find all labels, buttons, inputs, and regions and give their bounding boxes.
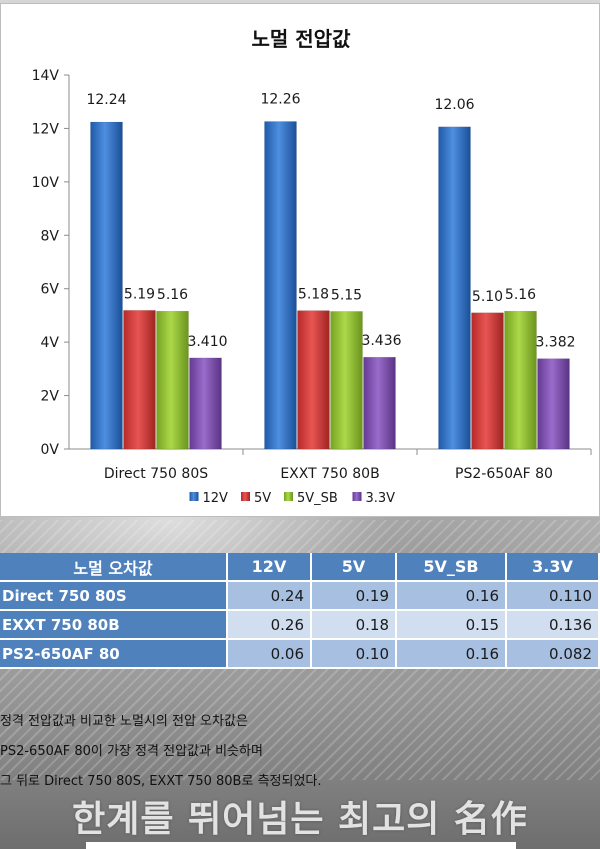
x-tick-label: Direct 750 80S bbox=[104, 466, 208, 482]
table-header-title: 노멀 오차값 bbox=[0, 553, 228, 582]
table-cell: 0.26 bbox=[228, 611, 312, 640]
data-label: 5.18 bbox=[298, 287, 329, 303]
legend-swatch bbox=[284, 492, 293, 501]
bar-3-3v bbox=[189, 357, 222, 450]
y-tick-label: 6V bbox=[41, 282, 60, 298]
data-label: 5.15 bbox=[331, 287, 362, 303]
table-cell: 0.136 bbox=[507, 611, 600, 640]
table-cell: 0.10 bbox=[312, 640, 397, 669]
data-label: 12.26 bbox=[260, 91, 300, 107]
data-label: 12.06 bbox=[434, 97, 474, 113]
bottom-strip bbox=[86, 842, 516, 849]
table-header-12v: 12V bbox=[228, 553, 312, 582]
row-label: Direct 750 80S bbox=[0, 582, 228, 611]
x-tick-label: EXXT 750 80B bbox=[280, 466, 379, 482]
data-label: 5.10 bbox=[472, 289, 503, 305]
table-row: EXXT 750 80B 0.26 0.18 0.15 0.136 bbox=[0, 611, 600, 640]
y-tick-label: 4V bbox=[41, 335, 60, 351]
data-label: 5.16 bbox=[157, 287, 188, 303]
bar-5v bbox=[471, 312, 504, 450]
legend-label: 3.3V bbox=[366, 491, 396, 506]
data-label: 3.382 bbox=[535, 335, 575, 351]
bar-12v bbox=[438, 126, 471, 450]
table-row: Direct 750 80S 0.24 0.19 0.16 0.110 bbox=[0, 582, 600, 611]
row-label: PS2-650AF 80 bbox=[0, 640, 228, 669]
table-cell: 0.18 bbox=[312, 611, 397, 640]
legend-label: 5V bbox=[254, 491, 271, 506]
table-cell: 0.06 bbox=[228, 640, 312, 669]
error-value-table: 노멀 오차값 12V 5V 5V_SB 3.3V Direct 750 80S … bbox=[0, 553, 600, 669]
data-label: 5.16 bbox=[505, 287, 536, 303]
table-row: PS2-650AF 80 0.06 0.10 0.16 0.082 bbox=[0, 640, 600, 669]
description-line: PS2-650AF 80이 가장 정격 전압값과 비슷하며 bbox=[0, 744, 263, 759]
description-line: 정격 전압값과 비교한 노멀시의 전압 오차값은 bbox=[0, 714, 248, 729]
table-cell: 0.16 bbox=[397, 640, 507, 669]
table-header-5vsb: 5V_SB bbox=[397, 553, 507, 582]
legend-label: 12V bbox=[203, 491, 229, 506]
table-header-3v3: 3.3V bbox=[507, 553, 600, 582]
row-label: EXXT 750 80B bbox=[0, 611, 228, 640]
data-label: 12.24 bbox=[86, 92, 126, 108]
table-cell: 0.15 bbox=[397, 611, 507, 640]
bar-3-3v bbox=[537, 358, 570, 450]
data-label: 5.19 bbox=[124, 286, 155, 302]
bar-5v-sb bbox=[504, 310, 537, 450]
y-tick-label: 8V bbox=[41, 228, 60, 244]
bar-5v-sb bbox=[330, 311, 363, 450]
y-tick-label: 12V bbox=[32, 121, 60, 137]
description-text: 정격 전압값과 비교한 노멀시의 전압 오차값은 PS2-650AF 80이 가… bbox=[0, 708, 600, 798]
voltage-bar-chart: 노멀 전압값 0V 2V 4V 6V 8V 10V 12V 14V Direct 750 80S… bbox=[32, 27, 592, 506]
legend-swatch bbox=[189, 492, 199, 501]
chart-title: 노멀 전압값 bbox=[252, 27, 352, 51]
voltage-chart-panel: 노멀 전압값 0V 2V 4V 6V 8V 10V 12V 14V Direct 750 80S… bbox=[0, 3, 600, 517]
table-cell: 0.082 bbox=[507, 640, 600, 669]
x-tick-label: PS2-650AF 80 bbox=[455, 466, 553, 482]
bar-12v bbox=[264, 121, 297, 450]
y-tick-label: 14V bbox=[32, 68, 60, 84]
legend-label: 5V_SB bbox=[297, 491, 338, 506]
y-tick-label: 2V bbox=[41, 389, 60, 405]
description-line: 그 뒤로 Direct 750 80S, EXXT 750 80B로 측정되었다… bbox=[0, 774, 322, 789]
y-tick-label: 0V bbox=[41, 442, 60, 458]
table-cell: 0.24 bbox=[228, 582, 312, 611]
data-label: 3.410 bbox=[187, 334, 227, 350]
legend-swatch bbox=[352, 492, 362, 501]
data-label: 3.436 bbox=[361, 333, 401, 349]
table-cell: 0.110 bbox=[507, 582, 600, 611]
slogan-text: 한계를 뛰어넘는 최고의 名作 bbox=[72, 798, 528, 840]
table-cell: 0.16 bbox=[397, 582, 507, 611]
bar-3-3v bbox=[363, 356, 396, 450]
bar-5v-sb bbox=[156, 310, 189, 450]
bar-5v bbox=[123, 310, 156, 450]
legend-swatch bbox=[241, 492, 250, 501]
y-tick-label: 10V bbox=[32, 175, 60, 191]
table-header-5v: 5V bbox=[312, 553, 397, 582]
bar-5v bbox=[297, 310, 330, 450]
table-cell: 0.19 bbox=[312, 582, 397, 611]
bar-12v bbox=[90, 121, 123, 450]
table-header-row: 노멀 오차값 12V 5V 5V_SB 3.3V bbox=[0, 553, 600, 582]
